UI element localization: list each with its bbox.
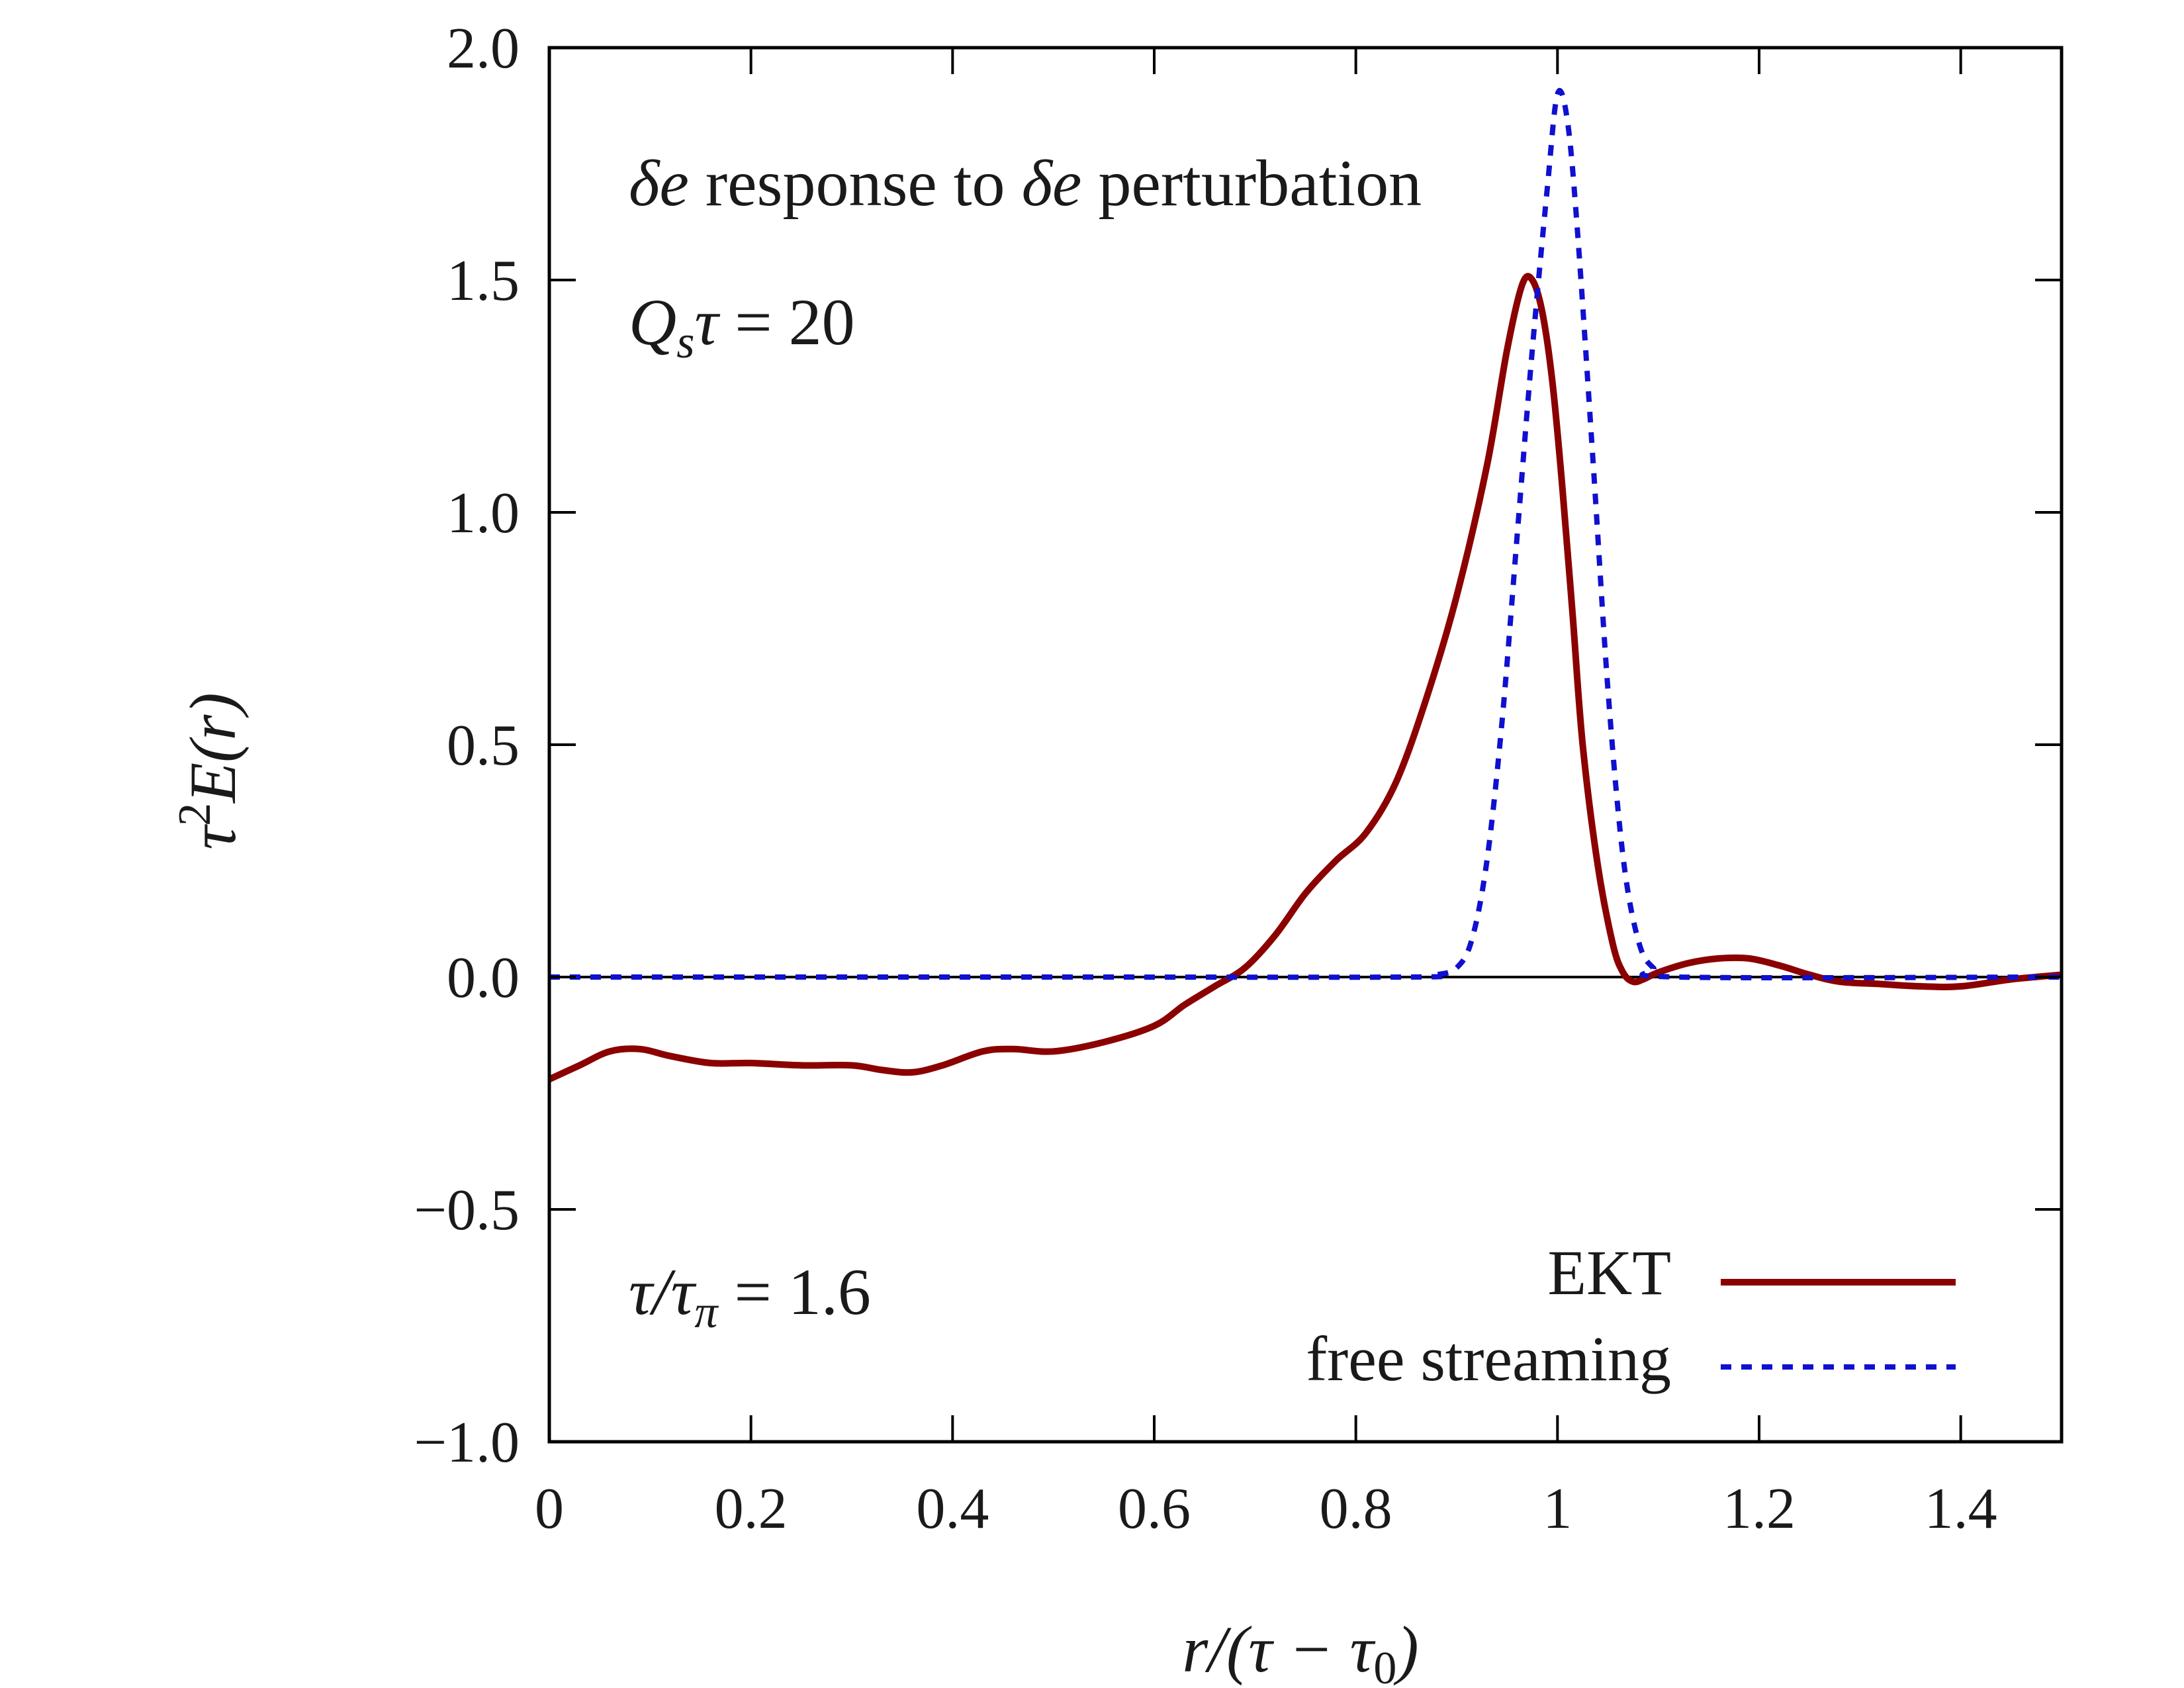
- x-tick-label: 0.2: [715, 1477, 788, 1541]
- y-tick-label: 2.0: [447, 17, 520, 81]
- x-tick-label: 0.6: [1118, 1477, 1191, 1541]
- x-axis-title: r/(τ − τ0): [1182, 1613, 1418, 1688]
- y-tick-label: 0.0: [447, 946, 520, 1010]
- x-tick-label: 1.2: [1723, 1477, 1796, 1541]
- x-tick-label: 1.4: [1925, 1477, 1997, 1541]
- x-tick-label: 0.8: [1320, 1477, 1392, 1541]
- x-tick-label: 0: [535, 1477, 564, 1541]
- y-axis-title: τ2E(r): [169, 692, 250, 849]
- y-tick-label: 0.5: [447, 714, 520, 778]
- y-tick-label: −0.5: [414, 1178, 520, 1243]
- series-layer: [547, 87, 2062, 1082]
- legend-label-ekt: EKT: [1547, 1237, 1671, 1308]
- plot-frame: [547, 46, 2064, 1444]
- x-tick-label: 1: [1543, 1477, 1572, 1541]
- ticks-layer: 0 0.2 0.4 0.6 0.8 1 1.2 1.4 −1.0 −0.5 0.0 0.5 1.0 1.5…: [414, 17, 2062, 1541]
- annotation-qs-tau: Qsτ = 20: [629, 285, 855, 368]
- y-tick-label: −1.0: [414, 1411, 520, 1475]
- x-tick-label: 0.4: [916, 1477, 989, 1541]
- legend: EKT free streaming: [1306, 1237, 1956, 1394]
- annotation-tau-ratio: τ/τπ = 1.6: [629, 1255, 871, 1338]
- y-tick-label: 1.5: [447, 249, 520, 313]
- series-line-ekt: [547, 273, 2062, 1082]
- series-line-free-streaming: [549, 87, 2062, 981]
- y-tick-label: 1.0: [447, 481, 520, 545]
- annotation-perturbation: δe response to δe perturbation: [629, 146, 1422, 220]
- legend-label-free-streaming: free streaming: [1306, 1323, 1671, 1394]
